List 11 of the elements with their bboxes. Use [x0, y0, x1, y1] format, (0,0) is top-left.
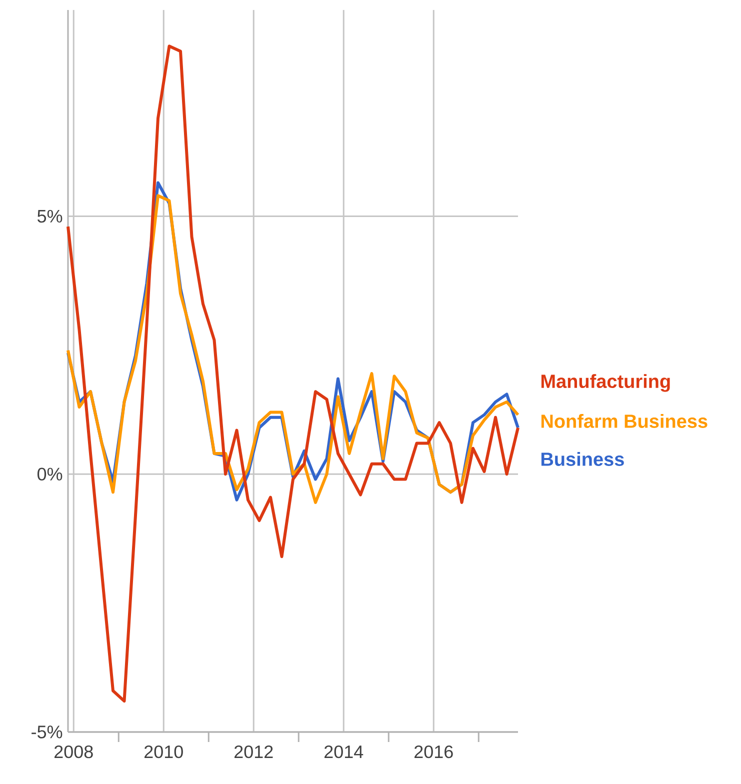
- series-label: Nonfarm Business: [541, 414, 708, 428]
- x-tick-label: 2010: [144, 745, 183, 758]
- y-tick-label: 5%: [38, 210, 62, 223]
- y-tick-label: 0%: [37, 468, 62, 480]
- x-tick-label: 2016: [414, 745, 453, 758]
- x-tick-label: 2012: [234, 745, 273, 758]
- y-tick-label: -5%: [32, 726, 62, 738]
- x-tick-label: 2008: [54, 745, 93, 758]
- x-tick-label: 2014: [324, 745, 364, 758]
- series-label: Business: [541, 452, 624, 466]
- text: Manufacturing: [541, 374, 670, 392]
